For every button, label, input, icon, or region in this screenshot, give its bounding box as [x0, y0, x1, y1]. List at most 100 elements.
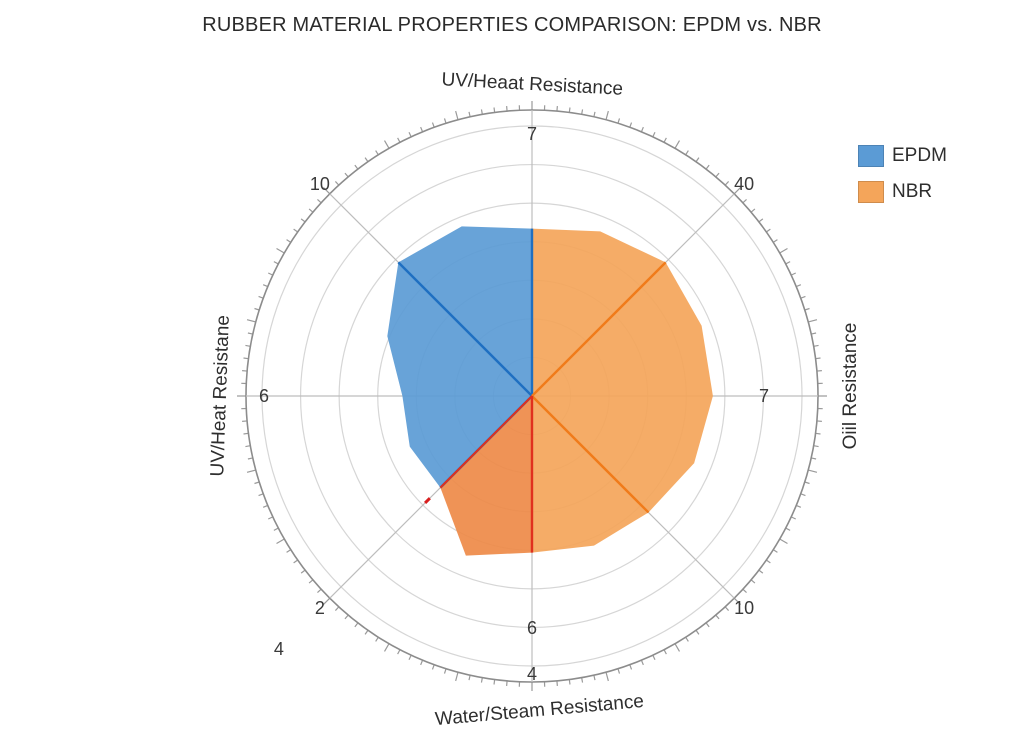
tick-label: 7 [759, 386, 769, 406]
ring-tick [245, 344, 251, 347]
ring-tick [685, 636, 689, 642]
ring-tick [795, 504, 802, 508]
epdm-spoke-upper-left [397, 261, 533, 397]
ring-tick [765, 559, 771, 564]
ring-tick [815, 357, 821, 360]
ring-tick [808, 319, 818, 323]
ring-tick [715, 614, 720, 620]
ring-tick [322, 186, 331, 195]
ring-tick [758, 569, 764, 574]
ring-tick [480, 677, 483, 683]
legend-item-nbr[interactable]: NBR [858, 174, 947, 210]
ring-tick [276, 538, 285, 545]
ring-tick [568, 107, 571, 113]
ring-tick [733, 597, 742, 606]
ring-tick [308, 208, 314, 213]
ring-tick [813, 344, 819, 347]
ring-tick [286, 239, 292, 243]
ring-tick [293, 559, 299, 564]
ring-tick [468, 675, 471, 681]
ring-tick [813, 445, 819, 448]
ring-tick [695, 157, 700, 163]
ring-tick [593, 111, 596, 117]
ring-tick [493, 679, 496, 685]
ring-tick [663, 649, 667, 655]
ring-tick [334, 606, 340, 611]
tick-label: 6 [527, 618, 537, 638]
ring-tick [804, 481, 810, 485]
ring-tick [243, 357, 249, 360]
ring-tick [742, 198, 747, 204]
ring-tick [431, 122, 435, 128]
ring-tick [800, 493, 806, 497]
ring-tick [790, 272, 796, 276]
ring-tick [695, 629, 700, 635]
ring-tick [258, 493, 264, 497]
legend-label-nbr: NBR [892, 181, 933, 202]
ring-tick [262, 504, 269, 508]
ring-tick [772, 239, 778, 243]
axis-title-left: UV/Heat Resistane [207, 315, 234, 477]
ring-tick [581, 109, 584, 115]
ring-tick [785, 527, 791, 531]
axis-title-right: Oiil Resistance [840, 323, 861, 450]
ring-tick [674, 140, 681, 149]
ring-tick [443, 118, 447, 124]
ring-tick [262, 284, 269, 288]
ring-tick [364, 157, 369, 163]
ring-tick [322, 597, 331, 606]
ring-tick [286, 549, 292, 553]
ring-tick [815, 432, 821, 435]
radar-spokes [397, 228, 667, 553]
ring-tick [317, 588, 322, 594]
ring-tick [795, 284, 802, 288]
ring-tick [317, 198, 322, 204]
ring-tick [685, 150, 689, 156]
ring-tick [383, 140, 390, 149]
ring-tick [397, 137, 401, 143]
epdm-area [387, 226, 532, 488]
ring-tick [293, 228, 299, 233]
ring-tick [663, 137, 667, 143]
ring-tick [785, 261, 791, 265]
ring-tick [273, 527, 279, 531]
ring-tick [593, 675, 596, 681]
legend-label-epdm: EPDM [892, 145, 947, 166]
ring-tick [724, 181, 730, 186]
nbr-area-lower [440, 396, 532, 556]
ring-tick [742, 588, 747, 594]
outer-tick-label: 4 [527, 664, 537, 684]
ring-tick [375, 636, 379, 642]
ring-tick [246, 319, 256, 323]
ring-tick [772, 549, 778, 553]
ring-tick [268, 516, 274, 520]
legend-swatch-epdm [858, 145, 884, 167]
ring-tick [808, 469, 818, 473]
ring-tick [468, 111, 471, 117]
ring-tick [443, 668, 447, 674]
legend-swatch-nbr [858, 181, 884, 203]
ring-tick [804, 307, 810, 311]
ring-tick [334, 181, 340, 186]
ring-tick [245, 445, 251, 448]
ring-tick [705, 622, 710, 628]
ring-tick [383, 643, 390, 652]
legend-item-epdm[interactable]: EPDM [858, 138, 947, 174]
ring-tick [605, 672, 609, 682]
lower-left-marker [424, 497, 431, 504]
ring-tick [408, 132, 412, 138]
ring-tick [455, 110, 459, 120]
tick-label: 40 [734, 174, 754, 194]
ring-tick [254, 307, 260, 311]
ring-tick [800, 295, 806, 299]
ring-tick [652, 654, 656, 660]
ring-tick [750, 579, 756, 584]
ring-tick [811, 457, 817, 460]
ring-tick [617, 118, 621, 124]
ring-tick [273, 261, 279, 265]
ring-tick [629, 122, 633, 128]
ring-tick [276, 247, 285, 254]
ring-tick [640, 126, 644, 133]
ring-tick [724, 606, 730, 611]
nbr-spoke-lower-left [439, 395, 533, 489]
